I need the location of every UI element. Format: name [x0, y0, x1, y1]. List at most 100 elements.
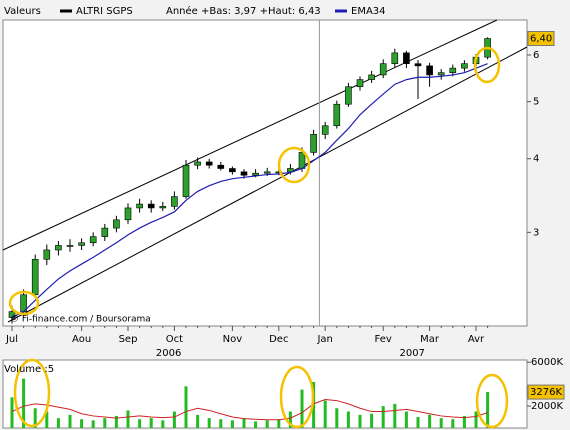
candle-body [78, 242, 85, 246]
y-tick-label: 6 [533, 50, 539, 61]
candle-body [240, 171, 248, 176]
candle-body [66, 245, 74, 247]
candle-body [426, 65, 433, 76]
candle-body [229, 168, 236, 173]
volume-bar [56, 418, 60, 428]
candle-body [345, 86, 352, 105]
volume-bar [172, 411, 176, 428]
volume-bar [277, 419, 281, 428]
candle-body [461, 63, 468, 69]
legend-label: EMA34 [351, 6, 386, 17]
candle-body [136, 203, 143, 209]
candle-body [437, 72, 445, 76]
watermark: © Fi-finance.com / Boursorama [10, 315, 151, 325]
candle-body [171, 196, 178, 207]
candle-body [310, 134, 317, 153]
candle-body [182, 164, 190, 197]
volume-bar [370, 413, 374, 428]
x-tick-label: Sep [119, 334, 138, 345]
price-badge [527, 30, 555, 46]
candle-body [217, 164, 225, 169]
highlight [473, 46, 501, 84]
volume-bar [22, 378, 26, 428]
candle-body [287, 168, 294, 173]
candle-body [368, 74, 375, 80]
volume-bar [300, 389, 304, 428]
volume-bar [416, 417, 420, 428]
legend-label: ALTRI SGPS [76, 6, 133, 17]
year-label: 2006 [156, 348, 181, 359]
y-tick-label: 3 [533, 227, 539, 238]
volume-bar [10, 397, 14, 428]
x-tick-label: Mar [420, 334, 440, 345]
volume-bar [242, 418, 246, 428]
x-tick-label: Nov [223, 334, 243, 345]
candle-body [252, 172, 259, 176]
volume-bar [428, 414, 432, 428]
volume-average [11, 398, 488, 421]
volume-bar [196, 414, 200, 428]
highlight [475, 373, 509, 429]
volume-bar [335, 408, 339, 428]
volume-bar [126, 410, 130, 428]
candle-body [356, 79, 364, 88]
year-label: 2007 [399, 348, 424, 359]
volume-bar [439, 418, 443, 428]
candle-body [89, 236, 97, 244]
candle-body [113, 219, 120, 229]
x-tick-label: Fev [375, 334, 392, 345]
candle-body [379, 63, 387, 76]
volume-bar [462, 415, 466, 428]
candle-body [298, 152, 306, 169]
volume-bar [184, 386, 188, 428]
y-tick-label: 4 [533, 154, 539, 165]
header-title: Valeurs [4, 6, 41, 17]
volume-bar [254, 421, 258, 428]
y-tick-label: 6000K [531, 357, 563, 368]
x-tick-label: Jan [316, 334, 332, 345]
candle-body [147, 203, 155, 209]
volume-plot [2, 359, 528, 429]
volume-bar [103, 418, 107, 428]
candle-body [124, 207, 132, 221]
volume-bar [33, 408, 37, 428]
x-tick-label: Oct [166, 334, 183, 345]
volume-title: Volume :5 [4, 364, 54, 375]
candle-body [275, 171, 283, 174]
volume-bar [68, 414, 72, 428]
highlight [13, 358, 51, 428]
volume-bar [230, 420, 234, 428]
x-tick-label: Aou [72, 334, 91, 345]
volume-bar [288, 411, 292, 428]
lower-trendline [7, 46, 528, 323]
volume-badge-label: 3276K [530, 387, 562, 398]
candle-body [55, 245, 62, 251]
x-tick-label: Dec [269, 334, 288, 345]
candle-body [403, 52, 410, 64]
volume-bar [161, 420, 165, 428]
price-badge-label: 6,40 [530, 33, 552, 44]
candle-body [333, 103, 341, 127]
volume-bar [149, 418, 153, 428]
volume-bar [393, 403, 397, 428]
x-tick-label: Avr [468, 334, 485, 345]
candle-body [101, 227, 109, 237]
volume-bar [219, 419, 223, 428]
volume-bar [207, 418, 211, 428]
candle-body [414, 63, 422, 67]
highlight [8, 290, 40, 316]
volume-bar [486, 392, 490, 428]
candle-body [194, 161, 201, 166]
volume-bar [138, 419, 142, 428]
volume-bar [474, 411, 478, 428]
upper-trendline [2, 19, 498, 251]
y-tick-label: 5 [533, 97, 539, 108]
highlight [277, 146, 311, 184]
volume-bar [381, 406, 385, 428]
volume-bar [346, 411, 350, 428]
volume-bar [45, 411, 49, 428]
range-note: Année +Bas: 3,97 +Haut: 6,43 [166, 5, 321, 17]
candle-body [159, 206, 167, 209]
x-tick-label: Jul [5, 334, 18, 345]
volume-badge [527, 384, 565, 400]
